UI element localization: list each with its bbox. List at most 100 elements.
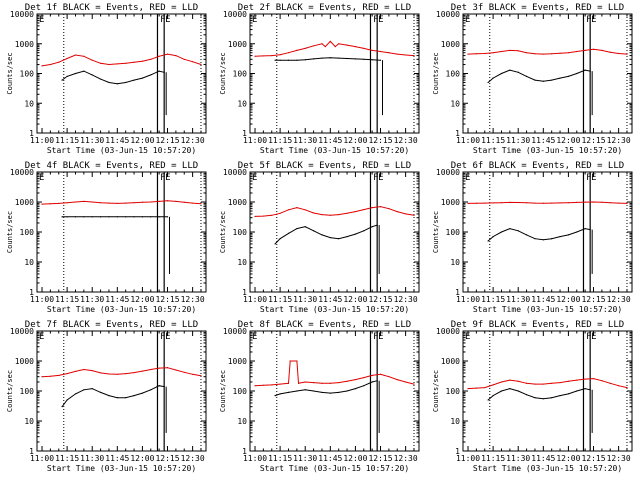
data-point-lld bbox=[141, 370, 144, 372]
data-point-lld bbox=[329, 382, 331, 384]
data-point-lld bbox=[271, 214, 273, 216]
x-tick-label: 11:15 bbox=[55, 295, 79, 304]
y-tick-label: 1 bbox=[242, 447, 247, 456]
data-point-lld bbox=[609, 202, 611, 204]
data-point-events bbox=[99, 216, 102, 218]
x-tick-label: 11:30 bbox=[506, 295, 530, 304]
x-tick-label: 11:45 bbox=[531, 136, 555, 145]
data-point-lld bbox=[517, 380, 519, 382]
x-axis-label: Start Time (03-Jun-15 10:57:20) bbox=[473, 305, 622, 314]
data-point-lld bbox=[363, 376, 365, 379]
data-point-lld bbox=[287, 382, 290, 384]
flag-label: F bbox=[586, 173, 591, 183]
data-point-lld bbox=[321, 382, 323, 384]
data-point-lld bbox=[626, 53, 628, 55]
y-tick-label: 10000 bbox=[10, 327, 34, 336]
flag-label: E bbox=[591, 173, 596, 183]
x-tick-label: 11:00 bbox=[456, 454, 480, 463]
data-point-events bbox=[312, 58, 315, 60]
data-point-lld bbox=[363, 208, 365, 211]
x-tick-label: 12:00 bbox=[130, 454, 154, 463]
data-point-events bbox=[363, 58, 365, 60]
x-tick-label: 11:30 bbox=[80, 454, 104, 463]
data-point-lld bbox=[289, 360, 291, 362]
data-point-lld bbox=[576, 50, 578, 53]
data-point-events bbox=[116, 216, 118, 218]
x-tick-label: 12:00 bbox=[343, 295, 367, 304]
data-point-lld bbox=[312, 45, 315, 47]
data-point-events bbox=[116, 397, 118, 399]
series-line-lld bbox=[467, 378, 628, 390]
data-point-lld bbox=[297, 382, 300, 384]
x-tick-label: 11:30 bbox=[80, 136, 104, 145]
x-tick-label: 11:15 bbox=[55, 136, 79, 145]
data-point-lld bbox=[576, 201, 578, 203]
data-point-events bbox=[492, 395, 494, 397]
data-point-lld bbox=[379, 206, 382, 208]
data-point-lld bbox=[279, 383, 281, 385]
data-point-events bbox=[158, 216, 160, 218]
x-tick-label: 12:00 bbox=[130, 136, 154, 145]
data-point-lld bbox=[66, 202, 68, 204]
data-point-lld bbox=[304, 209, 306, 211]
y-tick-label: 1 bbox=[29, 447, 34, 456]
data-point-lld bbox=[509, 201, 511, 203]
data-point-lld bbox=[66, 373, 68, 375]
data-point-lld bbox=[396, 210, 398, 213]
data-point-events bbox=[74, 216, 77, 218]
data-point-lld bbox=[559, 202, 561, 204]
data-point-lld bbox=[517, 201, 519, 204]
data-point-events bbox=[304, 59, 306, 61]
data-point-lld bbox=[354, 210, 357, 213]
data-point-lld bbox=[509, 379, 511, 381]
x-tick-label: 12:15 bbox=[581, 454, 605, 463]
data-point-events bbox=[274, 59, 276, 61]
data-point-lld bbox=[192, 202, 194, 204]
data-point-lld bbox=[296, 49, 298, 51]
x-tick-label: 12:30 bbox=[394, 136, 418, 145]
data-point-lld bbox=[108, 373, 110, 375]
data-point-lld bbox=[371, 49, 373, 51]
x-tick-label: 12:00 bbox=[343, 454, 367, 463]
y-axis-label: Counts/sec bbox=[432, 52, 440, 94]
y-tick-label: 100 bbox=[233, 70, 248, 79]
x-tick-label: 11:15 bbox=[481, 454, 505, 463]
y-tick-label: 100 bbox=[446, 228, 461, 237]
data-point-events bbox=[133, 395, 135, 397]
plot-frame bbox=[36, 171, 207, 293]
data-point-lld bbox=[492, 52, 494, 54]
data-point-lld bbox=[58, 202, 60, 204]
y-tick-label: 100 bbox=[20, 387, 35, 396]
data-point-lld bbox=[363, 47, 365, 49]
data-point-events bbox=[66, 216, 68, 218]
x-tick-label: 12:30 bbox=[181, 295, 205, 304]
data-point-events bbox=[108, 81, 110, 84]
data-point-lld bbox=[133, 202, 135, 204]
plot-frame bbox=[36, 330, 207, 452]
x-tick-label: 12:15 bbox=[155, 454, 179, 463]
data-point-lld bbox=[500, 50, 503, 53]
data-point-events bbox=[141, 77, 144, 79]
data-point-lld bbox=[601, 49, 603, 51]
data-point-events bbox=[487, 399, 489, 401]
data-point-lld bbox=[99, 62, 102, 64]
plot-frame bbox=[462, 171, 633, 293]
corner-flag-label: E bbox=[39, 15, 44, 25]
data-point-lld bbox=[254, 385, 256, 387]
data-point-lld bbox=[500, 381, 503, 383]
data-point-lld bbox=[133, 372, 135, 374]
panel-title: Det 9f BLACK = Events, RED = LLD bbox=[451, 320, 624, 330]
data-point-lld bbox=[542, 53, 544, 55]
data-point-lld bbox=[467, 202, 469, 204]
y-axis-label: Counts/sec bbox=[6, 211, 14, 253]
data-point-lld bbox=[116, 63, 118, 65]
x-axis-label: Start Time (03-Jun-15 10:57:20) bbox=[260, 464, 409, 473]
data-point-lld bbox=[346, 44, 348, 46]
data-point-lld bbox=[312, 382, 315, 384]
data-point-lld bbox=[58, 61, 60, 63]
data-point-events bbox=[559, 77, 561, 79]
series-line-events bbox=[487, 69, 591, 83]
data-point-lld bbox=[296, 207, 298, 209]
y-tick-label: 10 bbox=[24, 99, 34, 108]
